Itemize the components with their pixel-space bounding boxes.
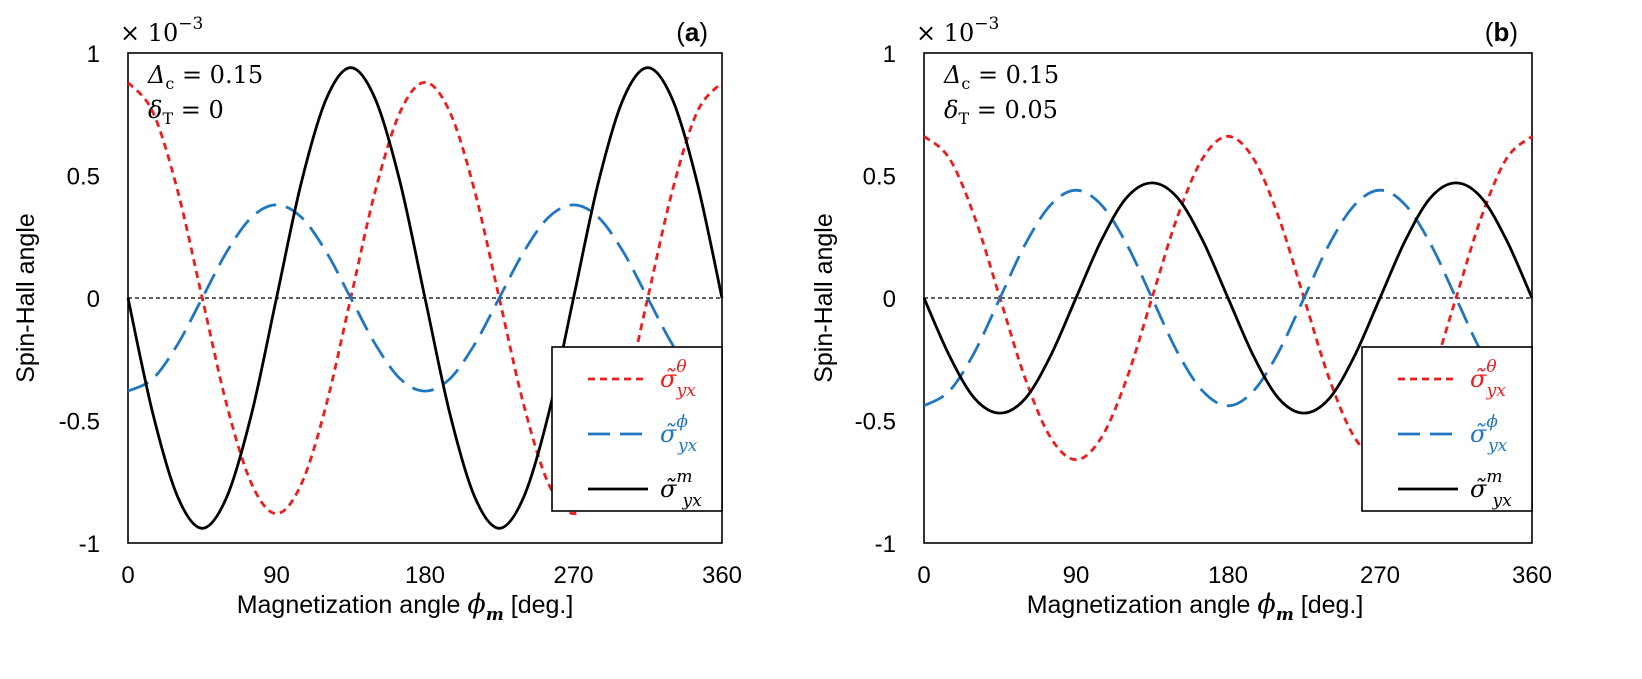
y-tick-label: -0.5 [855,409,896,436]
legend-label: σ̃m yx [660,467,702,511]
y-tick-label: 1 [883,41,896,68]
y-tick-label: -1 [79,531,100,558]
legend-label: σ̃θ yx [1470,357,1506,401]
y-tick-label: -1 [875,531,896,558]
x-tick-label: 270 [1360,562,1400,589]
legend-label: σ̃ϕ yx [1470,412,1508,456]
x-tick-label: 360 [702,562,742,589]
x-tick-label: 180 [405,562,445,589]
y-scale-factor: × 10−3 [120,14,203,47]
parameter-annotation: Δc = 0.15 [147,61,263,93]
y-axis-label: Spin-Hall angle [810,213,838,383]
legend-box [551,346,723,512]
x-tick-label: 90 [1063,562,1090,589]
y-scale-factor: × 10−3 [916,14,999,47]
y-tick-label: -0.5 [59,409,100,436]
panel-label: (b) [1485,17,1518,47]
x-tick-label: 360 [1512,562,1552,589]
legend-label: σ̃m yx [1470,467,1512,511]
x-axis-label: Magnetization angle ϕm [deg.] [237,589,574,625]
legend: σ̃θ yx σ̃ϕ yx σ̃m yx [551,346,723,512]
legend: σ̃θ yx σ̃ϕ yx σ̃m yx [1361,346,1533,512]
parameter-annotation: δT = 0.05 [944,96,1058,128]
legend-label: σ̃θ yx [660,357,696,401]
x-tick-label: 0 [917,562,930,589]
panel-b: -1 -0.5 0 0.5 1 0 90 180 270 360 × 10−3 (b) Spin-Hal… [810,14,1552,625]
parameter-annotation: δT = 0 [148,96,224,128]
legend-label: σ̃ϕ yx [660,412,698,456]
panel-a: -1 -0.5 0 0.5 1 0 90 180 270 360 × 10−3 (a) Spin-Hal… [12,14,742,625]
y-tick-label: 1 [87,41,100,68]
x-tick-label: 90 [263,562,290,589]
x-tick-label: 180 [1208,562,1248,589]
y-tick-label: 0.5 [67,164,100,191]
y-tick-label: 0 [883,286,896,313]
x-tick-label: 0 [121,562,134,589]
series-line-phi [127,203,723,393]
y-tick-label: 0 [87,286,100,313]
panel-label: (a) [676,17,708,47]
x-axis-label: Magnetization angle ϕm [deg.] [1027,589,1364,625]
y-axis-label: Spin-Hall angle [12,213,40,383]
series-line-theta [923,134,1533,462]
series-line-phi [923,188,1533,408]
x-tick-label: 270 [553,562,593,589]
y-tick-label: 0.5 [863,164,896,191]
series-line-m [126,66,724,530]
series-line-theta [126,80,724,516]
series-line-m [922,181,1534,415]
parameter-annotation: Δc = 0.15 [943,61,1059,93]
legend-box [1361,346,1533,512]
